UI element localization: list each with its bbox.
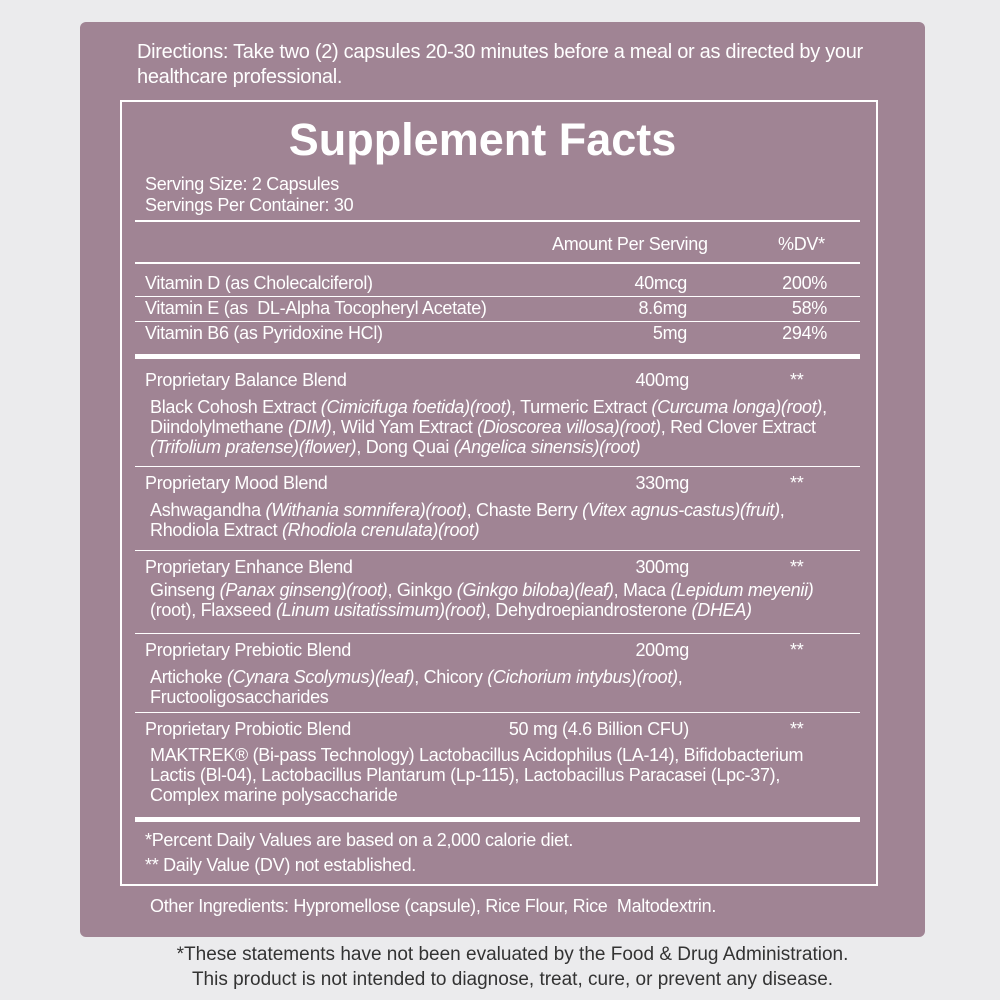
- blend-dv: **: [790, 473, 804, 493]
- description-segment: , Red Clover Extract: [660, 417, 821, 437]
- rule: [135, 353, 860, 359]
- description-segment: , Rhodiola Extract: [150, 500, 790, 540]
- nutrient-dv: 294%: [782, 323, 827, 343]
- rule: [135, 262, 860, 264]
- blend-amount: 200mg: [635, 640, 689, 660]
- column-header: %DV*: [778, 234, 825, 254]
- title: Supplement Facts: [288, 114, 677, 165]
- rule: [135, 295, 860, 297]
- disclaimer-line: This product is not intended to diagnose…: [191, 969, 834, 990]
- description-segment: (Cimicifuga foetida)(root): [320, 397, 512, 417]
- rule: [135, 320, 860, 322]
- description-segment: (Cynara Scolymus)(leaf): [227, 667, 415, 687]
- description-segment: (Curcuma longa)(root): [651, 397, 823, 417]
- description-segment: Ashwagandha: [150, 500, 266, 520]
- blend-amount: 330mg: [635, 473, 689, 493]
- description-segment: (Lepidum meyenii): [670, 580, 814, 600]
- footnote: ** Daily Value (DV) not established.: [145, 855, 417, 875]
- blend-name: Proprietary Prebiotic Blend: [145, 640, 352, 660]
- other-ingredients: Other Ingredients: Hypromellose (capsule…: [150, 896, 717, 916]
- rule: [135, 549, 860, 551]
- description-segment: Black Cohosh Extract: [150, 397, 321, 417]
- footnote: *Percent Daily Values are based on a 2,0…: [145, 830, 574, 850]
- description-segment: , Wild Yam Extract: [331, 417, 478, 437]
- description-segment: , Dehydroepiandrosterone: [485, 600, 692, 620]
- servings-per-container: Servings Per Container: 30: [145, 195, 354, 215]
- nutrient-name: Vitamin B6 (as Pyridoxine HCl): [145, 323, 383, 343]
- description-segment: (Trifolium pratense)(flower): [150, 437, 357, 457]
- nutrient-dv: 58%: [791, 298, 827, 318]
- description-segment: , Fructooligosaccharides: [150, 667, 688, 707]
- description-segment: MAKTREK® (Bi-pass Technology) Lactobacil…: [150, 745, 808, 805]
- blend-description: Ginseng (Panax ginseng)(root), Ginkgo (G…: [150, 580, 840, 620]
- description-segment: , Chaste Berry: [466, 500, 583, 520]
- rule: [135, 711, 860, 713]
- blend-description: Ashwagandha (Withania somnifera)(root), …: [150, 500, 840, 540]
- rule: [135, 220, 860, 222]
- rule: [135, 816, 860, 822]
- facts-box: [120, 100, 878, 886]
- blend-description: MAKTREK® (Bi-pass Technology) Lactobacil…: [150, 745, 840, 805]
- blend-name: Proprietary Enhance Blend: [145, 557, 353, 577]
- blend-name: Proprietary Probiotic Blend: [145, 719, 352, 739]
- description-segment: , Ginkgo: [387, 580, 457, 600]
- description-segment: (Vitex agnus-castus)(fruit): [582, 500, 780, 520]
- description-segment: Ginseng: [150, 580, 220, 600]
- description-segment: (Angelica sinensis)(root): [453, 437, 641, 457]
- disclaimer-line: *These statements have not been evaluate…: [176, 944, 849, 965]
- blend-dv: **: [790, 557, 804, 577]
- directions: Directions: Take two (2) capsules 20-30 …: [137, 41, 863, 88]
- nutrient-amount: 5mg: [652, 323, 687, 343]
- blend-amount: 50 mg (4.6 Billion CFU): [508, 719, 689, 739]
- blend-amount: 400mg: [635, 370, 689, 390]
- description-segment: , Diindolylmethane: [150, 397, 832, 437]
- column-header: Amount Per Serving: [552, 234, 708, 254]
- blend-dv: **: [790, 719, 804, 739]
- blend-name: Proprietary Balance Blend: [145, 370, 347, 390]
- description-segment: Artichoke: [150, 667, 228, 687]
- description-segment: , Turmeric Extract: [511, 397, 652, 417]
- label-panel: Directions: Take two (2) capsules 20-30 …: [80, 22, 925, 937]
- nutrient-amount: 8.6mg: [638, 298, 687, 318]
- description-segment: (Panax ginseng)(root): [219, 580, 388, 600]
- description-segment: , Dong Quai: [356, 437, 454, 457]
- description-segment: (Dioscorea villosa)(root): [477, 417, 661, 437]
- serving-size: Serving Size: 2 Capsules: [145, 174, 339, 194]
- blend-description: Black Cohosh Extract (Cimicifuga foetida…: [150, 397, 840, 457]
- blend-name: Proprietary Mood Blend: [145, 473, 328, 493]
- nutrient-amount: 40mcg: [634, 273, 687, 293]
- blend-description: Artichoke (Cynara Scolymus)(leaf), Chico…: [150, 667, 840, 707]
- rule: [135, 465, 860, 467]
- blend-dv: **: [790, 640, 804, 660]
- description-segment: (Rhodiola crenulata)(root): [281, 520, 480, 540]
- description-segment: (Linum usitatissimum)(root): [275, 600, 486, 620]
- description-segment: , Maca: [613, 580, 671, 600]
- description-segment: (Cichorium intybus)(root): [487, 667, 678, 687]
- nutrient-dv: 200%: [782, 273, 827, 293]
- description-segment: , Chicory: [414, 667, 488, 687]
- description-segment: (root), Flaxseed: [150, 600, 276, 620]
- description-segment: (DHEA): [691, 600, 753, 620]
- blend-amount: 300mg: [635, 557, 689, 577]
- rule: [135, 632, 860, 634]
- nutrient-name: Vitamin E (as DL-Alpha Tocopheryl Acetat…: [145, 298, 487, 318]
- description-segment: (DIM): [287, 417, 332, 437]
- nutrient-name: Vitamin D (as Cholecalciferol): [145, 273, 373, 293]
- description-segment: (Withania somnifera)(root): [265, 500, 467, 520]
- blend-dv: **: [790, 370, 804, 390]
- description-segment: (Ginkgo biloba)(leaf): [456, 580, 614, 600]
